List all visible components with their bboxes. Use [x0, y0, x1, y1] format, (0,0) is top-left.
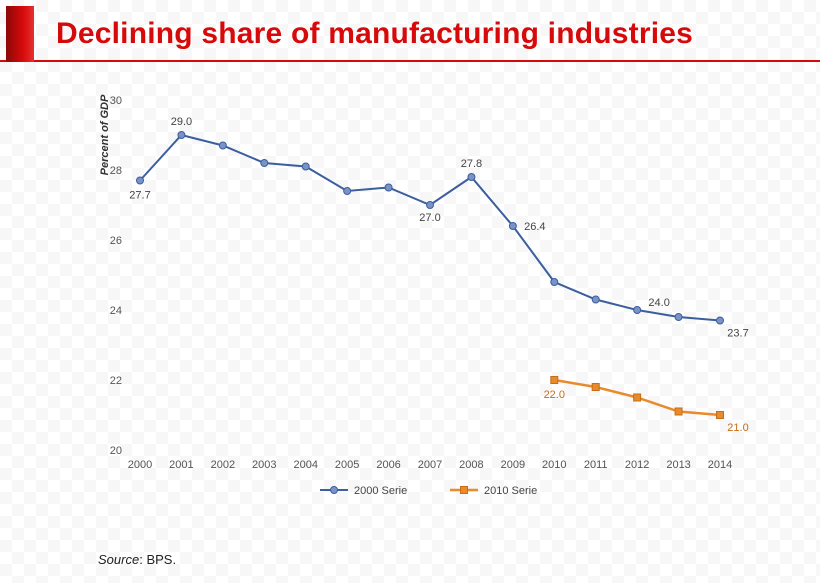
data-label: 23.7 [727, 328, 748, 340]
x-tick: 2008 [459, 459, 483, 471]
y-tick: 26 [110, 235, 122, 247]
source-value: BPS. [146, 552, 176, 567]
marker-square [717, 412, 724, 419]
marker-circle [302, 163, 309, 170]
legend-marker-icon [461, 487, 468, 494]
marker-circle [675, 314, 682, 321]
legend-label: 2000 Serie [354, 485, 407, 497]
data-label: 26.4 [524, 221, 545, 233]
page-title: Declining share of manufacturing industr… [56, 17, 693, 51]
y-tick: 20 [110, 445, 122, 457]
marker-circle [427, 202, 434, 209]
marker-circle [634, 307, 641, 314]
y-tick: 28 [110, 165, 122, 177]
marker-circle [592, 296, 599, 303]
x-tick: 2011 [584, 459, 608, 471]
data-label: 27.7 [129, 190, 150, 202]
y-tick: 24 [110, 305, 122, 317]
x-tick: 2003 [252, 459, 276, 471]
y-tick: 22 [110, 375, 122, 387]
marker-circle [551, 279, 558, 286]
x-tick: 2013 [666, 459, 690, 471]
x-tick: 2002 [211, 459, 235, 471]
legend-marker-icon [331, 487, 338, 494]
data-label: 29.0 [171, 116, 192, 128]
data-label: 21.0 [727, 422, 748, 434]
marker-square [592, 384, 599, 391]
data-label: 22.0 [544, 389, 565, 401]
source-line: Source: BPS. [98, 552, 176, 567]
legend-label: 2010 Serie [484, 485, 537, 497]
x-tick: 2010 [542, 459, 566, 471]
marker-circle [219, 142, 226, 149]
marker-square [634, 394, 641, 401]
marker-circle [344, 188, 351, 195]
marker-circle [261, 160, 268, 167]
x-tick: 2001 [169, 459, 193, 471]
x-tick: 2006 [376, 459, 400, 471]
series-line-0 [140, 135, 720, 321]
y-tick: 30 [110, 95, 122, 107]
marker-circle [385, 184, 392, 191]
x-tick: 2009 [501, 459, 525, 471]
x-tick: 2004 [293, 459, 317, 471]
data-label: 27.0 [419, 212, 440, 224]
data-label: 27.8 [461, 158, 482, 170]
marker-square [551, 377, 558, 384]
marker-circle [137, 177, 144, 184]
marker-circle [717, 317, 724, 324]
marker-circle [509, 223, 516, 230]
x-tick: 2007 [418, 459, 442, 471]
x-tick: 2014 [708, 459, 732, 471]
data-label: 24.0 [648, 297, 669, 309]
marker-square [675, 408, 682, 415]
x-tick: 2005 [335, 459, 359, 471]
accent-bar [6, 6, 34, 62]
y-axis-label: Percent of GDP [99, 94, 111, 175]
marker-circle [178, 132, 185, 139]
x-tick: 2000 [128, 459, 152, 471]
marker-circle [468, 174, 475, 181]
source-label: Source [98, 552, 139, 567]
x-tick: 2012 [625, 459, 649, 471]
header: Declining share of manufacturing industr… [0, 8, 820, 62]
chart-svg: 20 22 24 26 28 30Percent of GDP 2000 2001 2002 20… [80, 90, 740, 520]
line-chart: 20 22 24 26 28 30Percent of GDP 2000 2001 2002 20… [80, 90, 740, 520]
